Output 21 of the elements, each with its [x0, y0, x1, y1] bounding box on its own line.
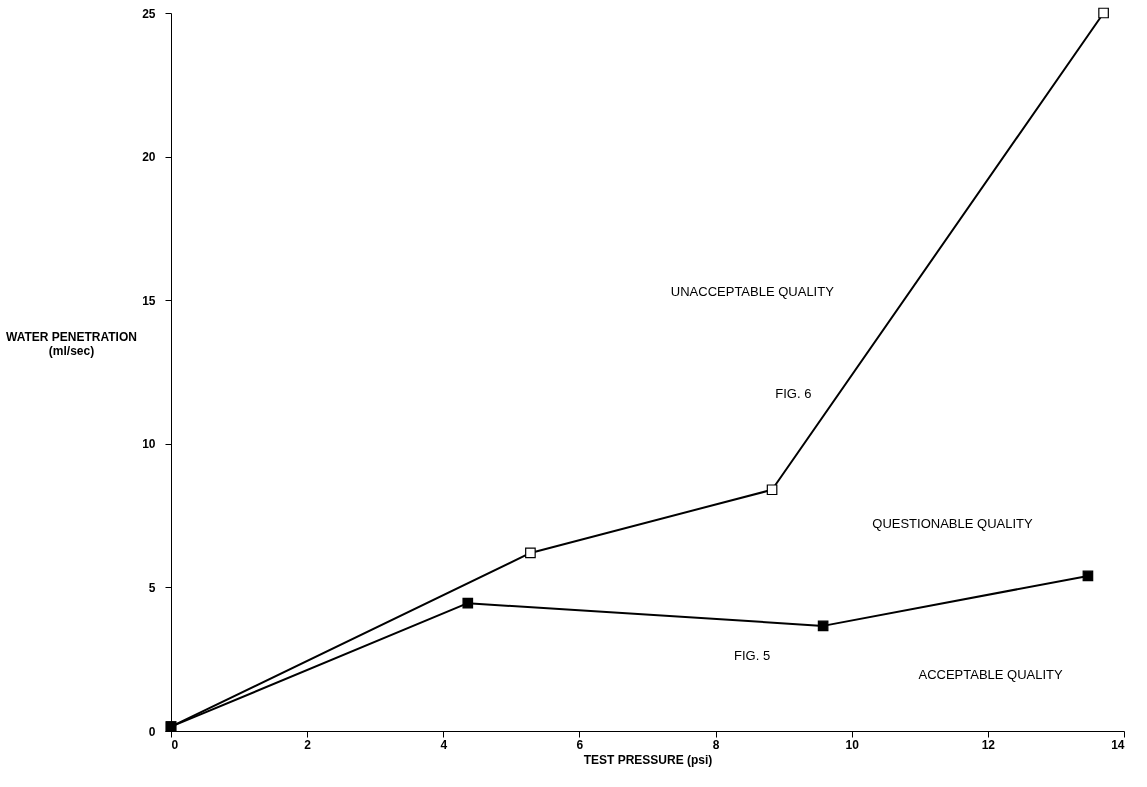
series-label: FIG. 6: [775, 386, 812, 402]
y-tick-label: 5: [148, 580, 156, 595]
x-tick-label: 4: [440, 737, 448, 752]
x-tick-label: 12: [981, 737, 996, 752]
x-tick-label: 8: [712, 737, 720, 752]
x-tick-label: 6: [576, 737, 584, 752]
y-tick-label: 0: [148, 724, 156, 739]
y-tick-label: 25: [142, 6, 156, 21]
annotation: ACCEPTABLE QUALITY: [918, 667, 1064, 682]
y-tick-label: 10: [142, 437, 156, 452]
x-tick-label: 0: [171, 737, 179, 752]
annotation: QUESTIONABLE QUALITY: [872, 516, 1033, 532]
x-axis-title: TEST PRESSURE (psi): [583, 752, 713, 767]
annotation: UNACCEPTABLE QUALITY: [670, 283, 835, 299]
x-tick-label: 14: [1111, 737, 1125, 752]
y-tick-label: 20: [142, 150, 156, 165]
y-axis-title: WATER PENETRATION (ml/sec): [6, 329, 137, 358]
x-tick-label: 10: [845, 737, 860, 752]
x-tick-label: 2: [304, 737, 312, 752]
series-label: FIG. 5: [734, 648, 771, 664]
y-tick-label: 15: [142, 293, 156, 308]
